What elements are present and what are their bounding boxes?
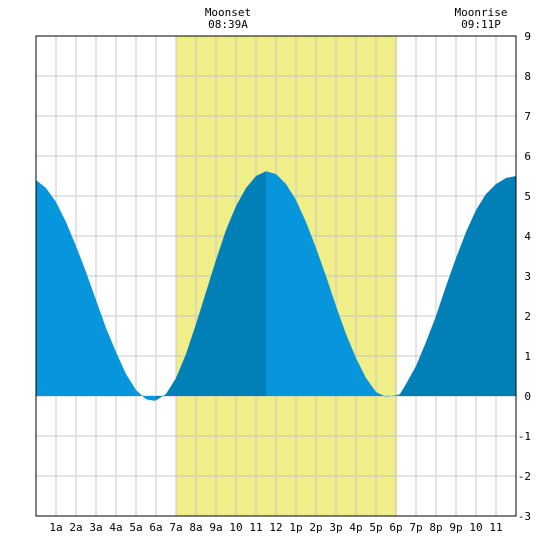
plot-border [35, 35, 517, 517]
x-tick-label: 9a [209, 521, 222, 534]
y-tick-label: -2 [518, 470, 531, 483]
y-tick-label: 0 [524, 390, 531, 403]
x-tick-label: 10 [229, 521, 242, 534]
y-tick-label: 2 [524, 310, 531, 323]
x-tick-label: 4p [349, 521, 362, 534]
y-tick-label: -1 [518, 430, 531, 443]
x-tick-label: 9p [449, 521, 462, 534]
tide-area-segment-4 [400, 176, 516, 396]
moonrise-label: Moonrise [455, 6, 508, 19]
y-tick-label: 5 [524, 190, 531, 203]
y-tick-label: 1 [524, 350, 531, 363]
x-tick-label: 11 [249, 521, 262, 534]
x-tick-label: 8p [429, 521, 442, 534]
x-tick-label: 7p [409, 521, 422, 534]
x-tick-label: 4a [109, 521, 122, 534]
tide-area-segment-3 [266, 171, 400, 397]
tide-area-segment-1 [36, 180, 156, 401]
x-tick-label: 7a [169, 521, 182, 534]
moonrise-time: 09:11P [461, 18, 501, 31]
y-tick-label: 8 [524, 70, 531, 83]
x-tick-label: 1p [289, 521, 302, 534]
x-tick-label: 11 [489, 521, 502, 534]
x-tick-label: 10 [469, 521, 482, 534]
moonset-time: 08:39A [208, 18, 248, 31]
x-tick-label: 6p [389, 521, 402, 534]
x-tick-label: 3a [89, 521, 102, 534]
x-tick-label: 1a [49, 521, 62, 534]
moonset-label: Moonset [205, 6, 251, 19]
x-tick-label: 5a [129, 521, 142, 534]
x-tick-label: 5p [369, 521, 382, 534]
x-tick-label: 2a [69, 521, 82, 534]
x-tick-label: 8a [189, 521, 202, 534]
tide-area-segment-2 [156, 171, 266, 401]
y-tick-label: 3 [524, 270, 531, 283]
y-tick-label: 6 [524, 150, 531, 163]
y-tick-label: 7 [524, 110, 531, 123]
x-tick-label: 3p [329, 521, 342, 534]
x-tick-label: 6a [149, 521, 162, 534]
x-tick-label: 2p [309, 521, 322, 534]
y-tick-label: -3 [518, 510, 531, 523]
y-tick-label: 9 [524, 30, 531, 43]
x-tick-label: 12 [269, 521, 282, 534]
y-tick-label: 4 [524, 230, 531, 243]
